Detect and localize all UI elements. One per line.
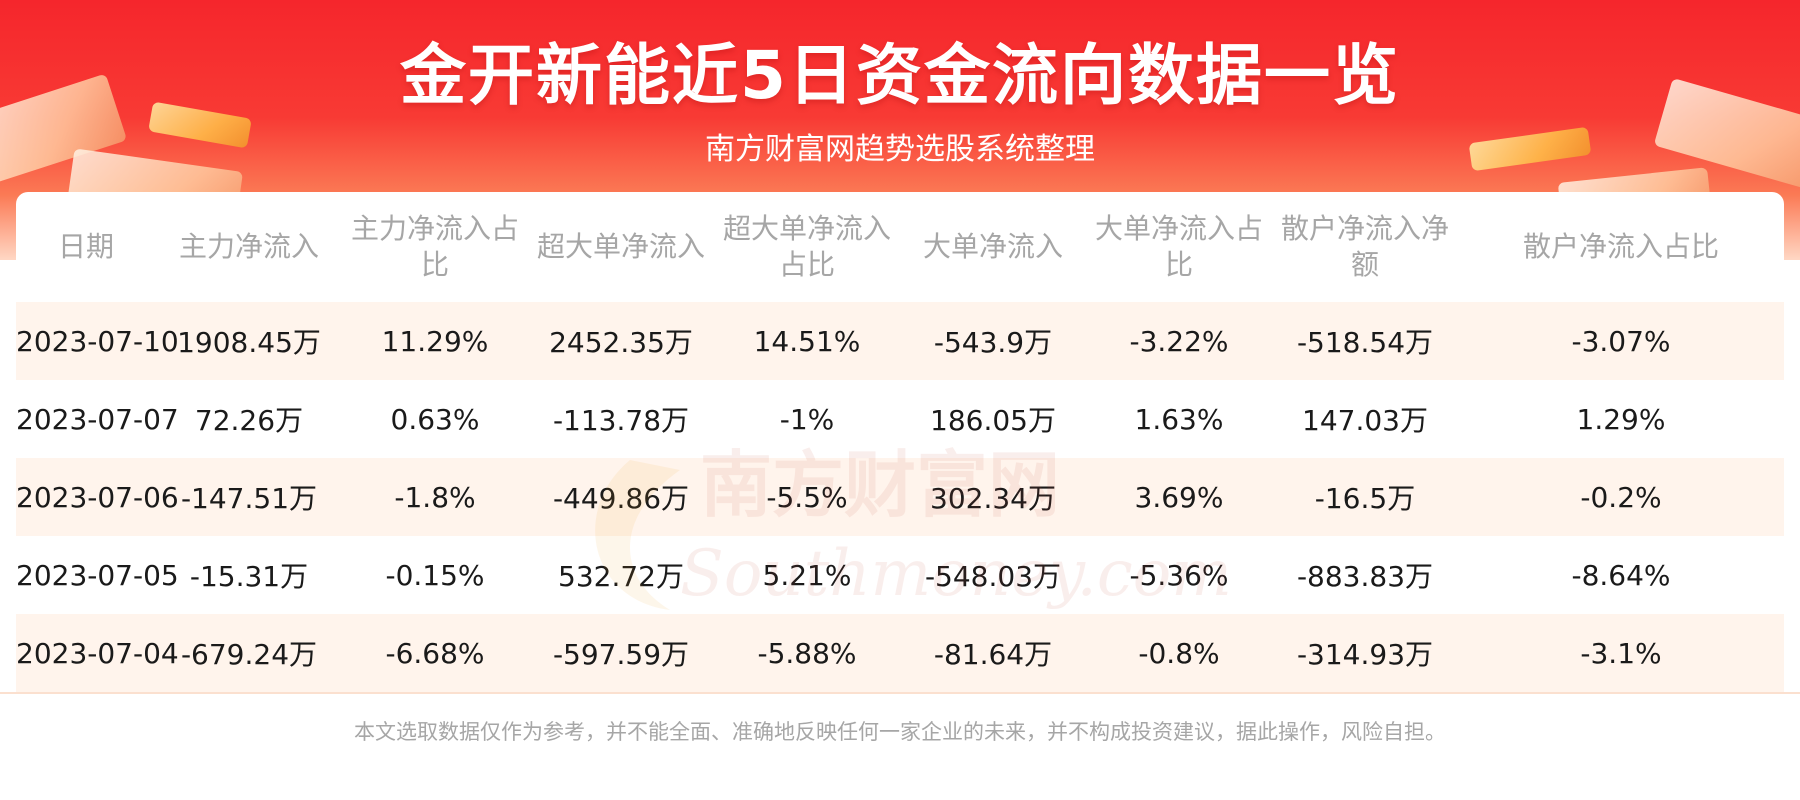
- table-cell: -16.5万: [1272, 458, 1458, 536]
- table-cell: 5.21%: [714, 536, 900, 614]
- fund-flow-table: 日期 主力净流入 主力净流入占比 超大单净流入 超大单净流入占比 大单净流入 大单净流入占比…: [16, 192, 1784, 692]
- table-cell: -3.07%: [1458, 302, 1784, 380]
- table-cell: -147.51万: [156, 458, 342, 536]
- page-title: 金开新能近5日资金流向数据一览: [400, 37, 1400, 114]
- table-cell: -6.68%: [342, 614, 528, 692]
- table-cell: 14.51%: [714, 302, 900, 380]
- table-cell: -5.88%: [714, 614, 900, 692]
- table-cell: -0.15%: [342, 536, 528, 614]
- table-cell: -548.03万: [900, 536, 1086, 614]
- table-cell: -518.54万: [1272, 302, 1458, 380]
- table-cell: -597.59万: [528, 614, 714, 692]
- column-header-4: 超大单净流入占比: [722, 212, 891, 281]
- disclaimer-text: 本文选取数据仅作为参考，并不能全面、准确地反映任何一家企业的未来，并不构成投资建…: [354, 720, 1446, 744]
- table-cell: 2452.35万: [528, 302, 714, 380]
- table-cell: -883.83万: [1272, 536, 1458, 614]
- table-cell: 2023-07-07: [16, 380, 179, 458]
- table-row: 2023-07-06 -147.51万 -1.8% -449.86万 -5.5% 302.…: [16, 458, 1784, 536]
- column-header-7: 散户净流入净额: [1280, 212, 1449, 281]
- column-header-3: 超大单净流入: [536, 230, 705, 263]
- page-subtitle: 南方财富网趋势选股系统整理: [705, 132, 1095, 167]
- table-cell: 532.72万: [528, 536, 714, 614]
- table-cell: -5.36%: [1086, 536, 1272, 614]
- table-cell: -314.93万: [1272, 614, 1458, 692]
- table-cell: -0.8%: [1086, 614, 1272, 692]
- table-cell: -81.64万: [900, 614, 1086, 692]
- table-row: 2023-07-10 1908.45万 11.29% 2452.35万 14.51% -5…: [16, 302, 1784, 380]
- table-row: 2023-07-04 -679.24万 -6.68% -597.59万 -5.88% -8…: [16, 614, 1784, 692]
- table-cell: 0.63%: [342, 380, 528, 458]
- column-header-8: 散户净流入占比: [1522, 230, 1719, 263]
- table-cell: 186.05万: [900, 380, 1086, 458]
- table-cell: 2023-07-04: [16, 614, 179, 692]
- table-row: 2023-07-05 -15.31万 -0.15% 532.72万 5.21% -548.…: [16, 536, 1784, 614]
- table-cell: 1908.45万: [156, 302, 342, 380]
- table-cell: -0.2%: [1458, 458, 1784, 536]
- table-cell: 2023-07-10: [16, 302, 179, 380]
- table-cell: 1.63%: [1086, 380, 1272, 458]
- footer-divider: [0, 692, 1800, 694]
- column-header-2: 主力净流入占比: [350, 212, 519, 281]
- table-cell: 11.29%: [342, 302, 528, 380]
- table-cell: 1.29%: [1458, 380, 1784, 458]
- table-cell: 302.34万: [900, 458, 1086, 536]
- column-header-0: 日期: [57, 230, 114, 263]
- table-cell: -679.24万: [156, 614, 342, 692]
- table-cell: -15.31万: [156, 536, 342, 614]
- column-header-5: 大单净流入: [922, 230, 1063, 263]
- column-header-1: 主力净流入: [178, 230, 319, 263]
- table-cell: -543.9万: [900, 302, 1086, 380]
- table-cell: -3.22%: [1086, 302, 1272, 380]
- table-cell: -3.1%: [1458, 614, 1784, 692]
- table-cell: -1%: [714, 380, 900, 458]
- table-header-row: 日期 主力净流入 主力净流入占比 超大单净流入 超大单净流入占比 大单净流入 大单净流入占比…: [16, 192, 1784, 302]
- table-cell: 147.03万: [1272, 380, 1458, 458]
- data-table-card: 日期 主力净流入 主力净流入占比 超大单净流入 超大单净流入占比 大单净流入 大单净流入占比…: [16, 192, 1784, 692]
- table-cell: -1.8%: [342, 458, 528, 536]
- table-cell: 2023-07-06: [16, 458, 179, 536]
- table-cell: 2023-07-05: [16, 536, 179, 614]
- table-cell: -8.64%: [1458, 536, 1784, 614]
- column-header-6: 大单净流入占比: [1094, 212, 1263, 281]
- table-cell: 72.26万: [156, 380, 342, 458]
- table-cell: -5.5%: [714, 458, 900, 536]
- table-cell: -449.86万: [528, 458, 714, 536]
- table-cell: 3.69%: [1086, 458, 1272, 536]
- table-cell: -113.78万: [528, 380, 714, 458]
- table-row: 2023-07-07 72.26万 0.63% -113.78万 -1% 186.05万 1…: [16, 380, 1784, 458]
- table-body: 2023-07-10 1908.45万 11.29% 2452.35万 14.51% -5…: [16, 302, 1784, 692]
